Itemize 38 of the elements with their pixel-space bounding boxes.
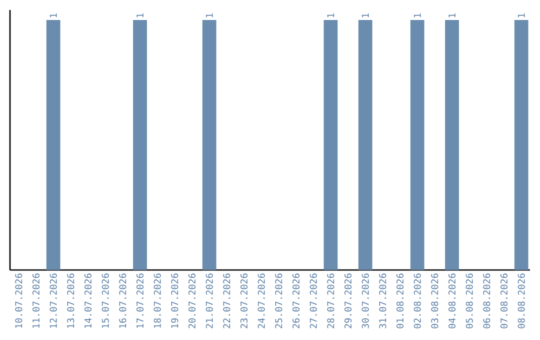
x-tick-label: 10.07.2026 (15, 274, 22, 328)
x-tick-label: 28.07.2026 (327, 274, 334, 328)
x-tick-label: 13.07.2026 (67, 274, 74, 328)
x-tick-label: 05.08.2026 (466, 274, 473, 328)
x-tick-label: 16.07.2026 (119, 274, 126, 328)
x-tick-label: 26.07.2026 (292, 274, 300, 328)
data-label: 1 (448, 13, 456, 18)
x-tick-label: 19.07.2026 (171, 274, 178, 328)
x-tick-label: 15.07.2026 (102, 274, 109, 328)
x-tick-label: 04.08.2026 (448, 274, 456, 328)
data-label: 1 (136, 13, 144, 18)
x-tick-label: 24.07.2026 (258, 274, 265, 328)
x-tick-label: 29.07.2026 (344, 274, 352, 328)
x-tick-label: 03.08.2026 (431, 274, 438, 328)
data-label: 1 (50, 13, 57, 18)
x-tick-label: 20.07.2026 (188, 274, 196, 328)
x-tick-label: 14.07.2026 (84, 274, 92, 328)
x-tick-label: 18.07.2026 (154, 274, 161, 328)
x-tick-label: 17.07.2026 (136, 274, 144, 328)
x-tick-label: 11.07.2026 (32, 274, 40, 328)
x-tick-label: 27.07.2026 (310, 274, 317, 328)
x-tick-label: 22.07.2026 (223, 274, 230, 328)
data-label: 1 (414, 13, 421, 18)
data-label: 1 (327, 13, 334, 18)
data-label: 1 (362, 13, 369, 18)
x-tick-label: 23.07.2026 (240, 274, 248, 328)
x-tick-label: 31.07.2026 (379, 274, 386, 328)
x-tick-label: 12.07.2026 (50, 274, 57, 328)
data-label: 1 (206, 13, 213, 18)
x-tick-label: 07.08.2026 (500, 274, 508, 328)
x-tick-label: 01.08.2026 (396, 274, 404, 328)
x-tick-label: 06.08.2026 (483, 274, 490, 328)
x-tick-label: 25.07.2026 (275, 274, 282, 328)
x-tick-label: 21.07.2026 (206, 274, 213, 328)
x-tick-label: 02.08.2026 (414, 274, 421, 328)
x-tick-label: 30.07.2026 (362, 274, 369, 328)
data-label: 1 (518, 13, 525, 18)
x-tick-label: 08.08.2026 (518, 274, 525, 328)
